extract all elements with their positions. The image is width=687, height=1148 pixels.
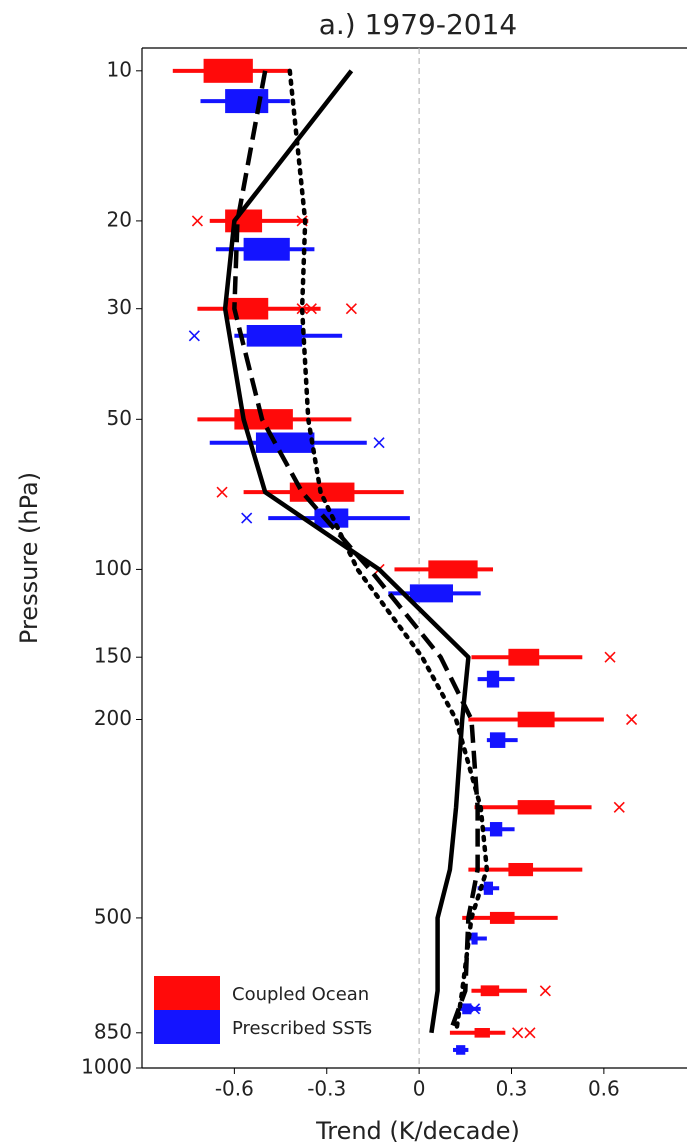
y-tick-label: 850 xyxy=(94,1019,132,1043)
box xyxy=(517,711,555,728)
outlier xyxy=(345,303,357,315)
legend-label: Prescribed SSTs xyxy=(232,1018,372,1039)
outlier xyxy=(604,651,616,663)
box xyxy=(225,297,269,320)
box xyxy=(246,325,303,347)
box xyxy=(508,862,534,877)
outlier xyxy=(524,1027,536,1039)
box xyxy=(243,237,290,261)
box xyxy=(489,911,515,924)
y-tick-label: 500 xyxy=(94,904,132,928)
box xyxy=(489,822,503,837)
y-tick-label: 1000 xyxy=(81,1055,132,1079)
outlier xyxy=(613,801,625,813)
profile-line xyxy=(232,70,480,1034)
outlier xyxy=(373,437,385,449)
y-axis-label: Pressure (hPa) xyxy=(15,472,43,644)
y-tick-label: 200 xyxy=(94,706,132,730)
legend-label: Coupled Ocean xyxy=(232,984,369,1005)
box xyxy=(203,58,253,83)
x-tick-label: -0.3 xyxy=(307,1077,346,1101)
box xyxy=(471,932,478,945)
outlier xyxy=(191,215,203,227)
box xyxy=(225,209,263,233)
x-tick-label: -0.6 xyxy=(215,1077,254,1101)
box xyxy=(428,560,478,579)
box xyxy=(483,881,494,895)
outlier xyxy=(216,486,228,498)
outlier xyxy=(188,330,200,342)
y-tick-label: 50 xyxy=(107,406,132,430)
legend-swatch xyxy=(154,1010,220,1044)
box xyxy=(489,732,506,748)
y-tick-label: 30 xyxy=(107,295,132,319)
box xyxy=(474,1028,490,1038)
x-tick-label: 0.3 xyxy=(496,1077,528,1101)
box xyxy=(456,1045,466,1055)
y-tick-label: 20 xyxy=(107,207,132,231)
box xyxy=(255,432,315,453)
y-tick-label: 10 xyxy=(107,57,132,81)
outlier xyxy=(241,512,253,524)
profile-line xyxy=(287,68,490,1036)
outlier xyxy=(512,1027,524,1039)
y-tick-label: 150 xyxy=(94,644,132,668)
box xyxy=(486,670,500,688)
box xyxy=(517,800,555,815)
box xyxy=(508,648,540,666)
box xyxy=(480,985,500,997)
x-axis-label: Trend (K/decade) xyxy=(315,1117,520,1145)
x-tick-label: 0 xyxy=(413,1077,426,1101)
profile-line xyxy=(222,69,471,1034)
chart-title: a.) 1979-2014 xyxy=(319,8,518,41)
outlier xyxy=(626,713,638,726)
outlier xyxy=(539,985,551,997)
box xyxy=(409,584,453,603)
y-tick-label: 100 xyxy=(94,556,132,580)
outlier xyxy=(468,1003,481,1015)
box xyxy=(462,1003,472,1015)
outlier xyxy=(305,303,317,315)
legend-swatch xyxy=(154,976,220,1010)
x-tick-label: 0.6 xyxy=(588,1077,620,1101)
